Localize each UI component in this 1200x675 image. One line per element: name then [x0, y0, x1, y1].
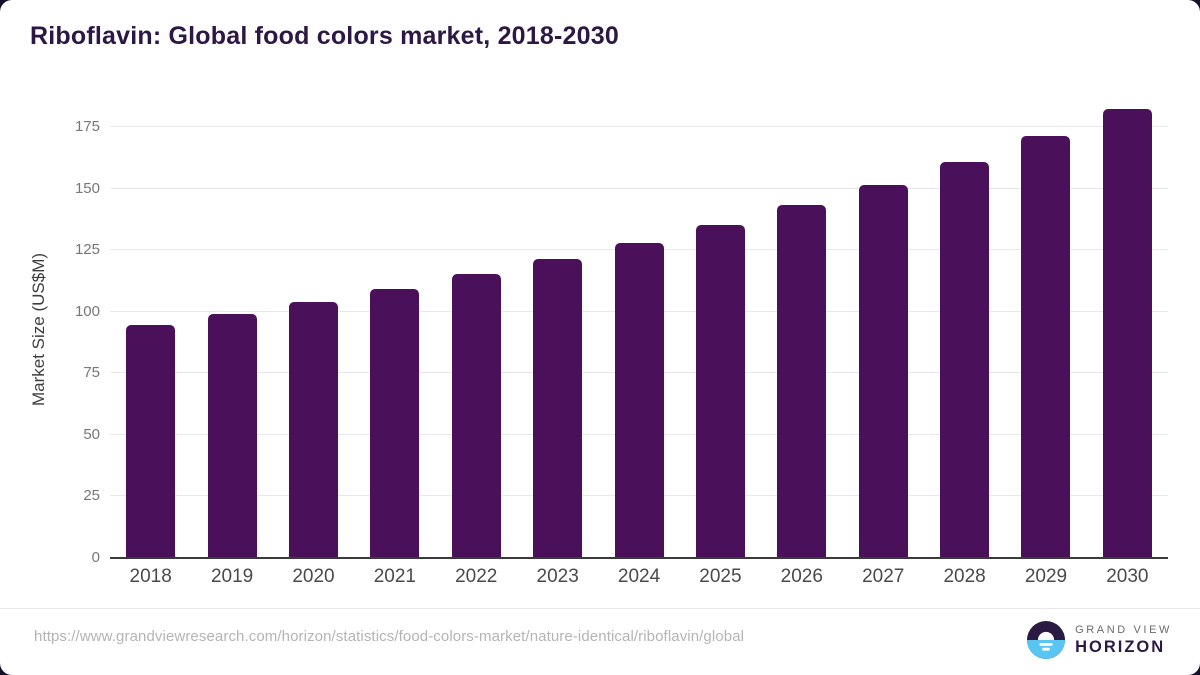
brand-name-bottom: HORIZON: [1075, 637, 1166, 656]
brand-wordmark: GRAND VIEW HORIZON: [1075, 624, 1172, 657]
x-tick-2024: 2024: [617, 566, 661, 587]
source-url: https://www.grandviewresearch.com/horizo…: [34, 628, 745, 645]
x-axis-line: [110, 557, 1168, 559]
y-tick-0: 0: [91, 549, 100, 566]
bar-slot-2023: [517, 100, 598, 558]
x-tick-2026: 2026: [780, 566, 823, 587]
bar-2018[interactable]: [126, 325, 176, 558]
bar-slot-2022: [436, 100, 517, 558]
bar-slot-2021: [354, 100, 435, 558]
plot-area: [110, 100, 1168, 559]
bar-2019[interactable]: [207, 313, 257, 558]
bar-2024[interactable]: [614, 242, 664, 558]
x-axis-tick-labels: 2018 2019 2020 2021 2022 2023 2024 2025 2026 2027…: [110, 566, 1168, 588]
footer: https://www.grandviewresearch.com/horizo…: [0, 609, 1200, 675]
x-tick-2020: 2020: [292, 566, 335, 587]
y-tick-75: 75: [83, 364, 100, 382]
gridline-175: [110, 126, 1168, 128]
bar-2028[interactable]: [940, 161, 990, 558]
bar-2022[interactable]: [451, 274, 501, 558]
bar-slot-2030: [1087, 100, 1168, 558]
y-tick-25: 25: [83, 487, 100, 505]
bar-slot-2025: [680, 100, 761, 558]
bar-slot-2028: [924, 100, 1005, 558]
gridline-150: [110, 187, 1168, 189]
horizon-sun-icon: [1027, 621, 1066, 659]
y-tick-100: 100: [74, 302, 100, 320]
bar-2025[interactable]: [695, 224, 745, 558]
x-tick-2027: 2027: [862, 566, 905, 587]
x-tick-2023: 2023: [536, 566, 579, 587]
chart-title: Riboflavin: Global food colors market, 2…: [30, 22, 619, 50]
bar-slot-2024: [598, 100, 679, 558]
bar-2026[interactable]: [777, 205, 827, 558]
y-tick-175: 175: [74, 118, 100, 136]
bar-2027[interactable]: [858, 184, 908, 558]
bar-slot-2018: [110, 100, 191, 558]
x-tick-2025: 2025: [699, 566, 742, 587]
x-tick-2022: 2022: [455, 566, 498, 587]
brand-name-top: GRAND VIEW: [1075, 623, 1172, 636]
y-tick-50: 50: [83, 425, 100, 443]
y-tick-150: 150: [74, 179, 100, 197]
bar-2020[interactable]: [288, 301, 338, 558]
x-tick-2028: 2028: [943, 566, 986, 587]
brand-logo: GRAND VIEW HORIZON: [1027, 621, 1172, 659]
bar-2029[interactable]: [1021, 136, 1071, 558]
bar-slot-2027: [843, 100, 924, 558]
footer-divider: [0, 608, 1200, 609]
bar-2021[interactable]: [370, 288, 420, 558]
bar-slot-2029: [1005, 100, 1086, 558]
y-tick-125: 125: [74, 241, 100, 259]
x-tick-2021: 2021: [373, 566, 416, 587]
bar-2023[interactable]: [533, 259, 583, 558]
bar-slot-2020: [273, 100, 354, 558]
bar-slot-2019: [191, 100, 272, 558]
x-tick-2030: 2030: [1106, 566, 1149, 587]
x-tick-2018: 2018: [129, 566, 172, 587]
x-tick-2019: 2019: [210, 566, 254, 587]
bar-2030[interactable]: [1102, 109, 1152, 558]
bar-slot-2026: [761, 100, 842, 558]
y-axis-tick-labels: 0 25 50 75 100 125 150 175: [0, 100, 100, 566]
bars-container: [110, 100, 1168, 558]
x-tick-2029: 2029: [1024, 566, 1068, 587]
